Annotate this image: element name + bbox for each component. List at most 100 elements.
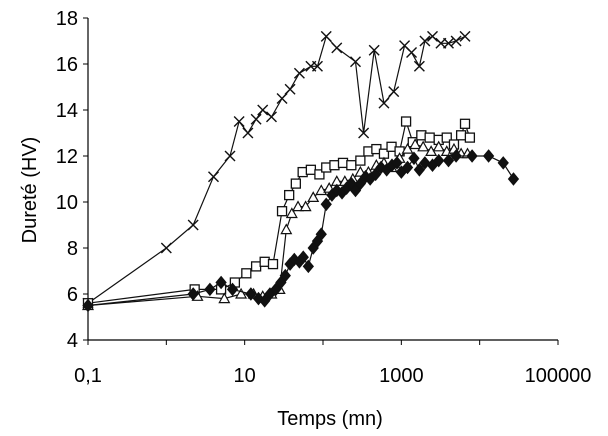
data-point-x — [276, 93, 288, 104]
data-point-x — [224, 150, 236, 162]
data-point-diamond — [245, 287, 257, 301]
series-diamond — [82, 149, 520, 313]
data-point-diamond — [391, 156, 403, 170]
data-point-square — [276, 206, 288, 217]
y-tick-label: 10 — [56, 192, 78, 214]
y-tick-label: 14 — [56, 100, 78, 122]
data-point-square — [400, 116, 412, 127]
data-point-x — [311, 60, 323, 72]
data-point-triangle — [218, 292, 231, 304]
data-point-diamond — [279, 268, 291, 283]
data-point-square — [290, 178, 301, 189]
series-x — [82, 30, 471, 309]
data-point-diamond — [507, 172, 520, 186]
data-point-triangle — [417, 140, 430, 152]
y-tick-label: 16 — [56, 54, 78, 76]
series-line-diamond — [87, 155, 515, 307]
data-point-x — [406, 47, 418, 58]
data-point-triangle — [409, 138, 422, 150]
y-tick-label: 8 — [67, 238, 78, 260]
data-point-diamond — [297, 250, 309, 264]
data-point-triangle — [432, 140, 445, 152]
data-point-x — [419, 35, 431, 47]
data-point-x — [284, 83, 296, 95]
data-point-diamond — [259, 294, 271, 308]
data-point-diamond — [413, 163, 426, 177]
data-point-square — [329, 160, 340, 171]
data-point-triangle — [299, 200, 312, 212]
data-point-square — [337, 157, 349, 169]
data-point-diamond — [270, 282, 282, 297]
data-point-x — [160, 242, 172, 254]
data-point-diamond — [433, 153, 445, 168]
series-square — [82, 116, 476, 309]
data-point-diamond — [369, 167, 382, 182]
data-point-x — [250, 113, 262, 125]
data-point-square — [314, 169, 325, 180]
data-point-x — [443, 37, 454, 49]
data-point-diamond — [401, 160, 414, 175]
data-point-triangle — [285, 207, 298, 219]
data-point-x — [368, 44, 380, 56]
data-point-square — [464, 132, 476, 143]
data-point-x — [293, 67, 305, 79]
y-axis-title: Dureté (HV) — [19, 137, 41, 244]
data-point-x — [450, 35, 462, 47]
data-point-square — [441, 132, 452, 143]
data-point-diamond — [226, 282, 239, 297]
data-point-square — [284, 189, 295, 201]
data-point-triangle — [280, 223, 293, 235]
data-point-x — [427, 30, 438, 42]
ticks: 4 6 8 10 12 14 16 18 0,1 10 1000 100000 — [56, 8, 592, 387]
data-point-diamond — [482, 149, 495, 163]
data-point-square — [259, 256, 270, 267]
data-point-diamond — [354, 176, 367, 191]
data-point-square — [241, 268, 252, 279]
series-layer — [81, 30, 520, 313]
data-point-x — [350, 56, 362, 68]
x-tick-label: 100000 — [525, 365, 592, 387]
y-tick-label: 4 — [67, 330, 78, 352]
data-point-square — [459, 118, 471, 129]
data-point-x — [320, 30, 332, 42]
data-point-square — [416, 130, 427, 141]
data-point-x — [388, 86, 400, 98]
data-point-square — [305, 164, 317, 175]
data-point-square — [355, 155, 366, 166]
data-point-triangle — [307, 191, 320, 202]
data-point-square — [346, 160, 357, 171]
y-tick-label: 18 — [56, 8, 78, 30]
data-point-x — [413, 60, 425, 72]
data-point-x — [208, 171, 219, 183]
data-point-diamond — [204, 282, 216, 297]
data-point-x — [242, 127, 254, 139]
data-point-square — [250, 261, 262, 272]
y-tick-label: 12 — [56, 146, 78, 168]
data-point-diamond — [302, 259, 314, 274]
x-tick-label: 1000 — [379, 365, 424, 387]
data-point-diamond — [408, 151, 420, 166]
data-point-diamond — [450, 149, 462, 163]
data-point-triangle — [235, 287, 248, 299]
data-point-x — [378, 97, 390, 109]
data-point-x — [265, 111, 277, 123]
data-point-square — [424, 132, 435, 143]
data-point-square — [455, 130, 467, 141]
data-point-diamond — [497, 156, 509, 170]
y-tick-label: 6 — [67, 284, 78, 306]
data-point-diamond — [419, 156, 431, 170]
x-tick-label: 0,1 — [74, 365, 102, 387]
data-point-square — [267, 258, 279, 270]
data-point-x — [459, 30, 471, 42]
data-point-diamond — [215, 275, 227, 290]
data-point-diamond — [315, 227, 327, 241]
data-point-diamond — [187, 287, 199, 301]
x-axis-title: Temps (mn) — [277, 408, 383, 430]
data-point-diamond — [82, 298, 94, 313]
data-point-diamond — [320, 197, 332, 212]
data-point-diamond — [442, 153, 455, 168]
data-point-x — [358, 127, 370, 139]
data-point-x — [257, 104, 269, 116]
x-tick-label: 10 — [234, 365, 256, 387]
